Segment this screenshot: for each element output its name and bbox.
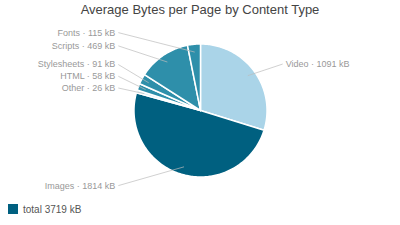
svg-text:HTML · 58 kB: HTML · 58 kB bbox=[60, 71, 115, 81]
svg-text:Other · 26 kB: Other · 26 kB bbox=[62, 83, 116, 93]
svg-text:Video · 1091 kB: Video · 1091 kB bbox=[286, 59, 350, 69]
svg-text:Stylesheets · 91 kB: Stylesheets · 91 kB bbox=[38, 59, 116, 69]
svg-text:Scripts · 469 kB: Scripts · 469 kB bbox=[52, 41, 116, 51]
html-text:Average Bytes per Page by Cont: Average Bytes per Page by Content Type bbox=[80, 2, 320, 17]
svg-text:Fonts · 115 kB: Fonts · 115 kB bbox=[57, 27, 115, 37]
html-text:total 3719 kB: total 3719 kB bbox=[23, 203, 82, 215]
svg-text:Images · 1814 kB: Images · 1814 kB bbox=[45, 180, 116, 190]
